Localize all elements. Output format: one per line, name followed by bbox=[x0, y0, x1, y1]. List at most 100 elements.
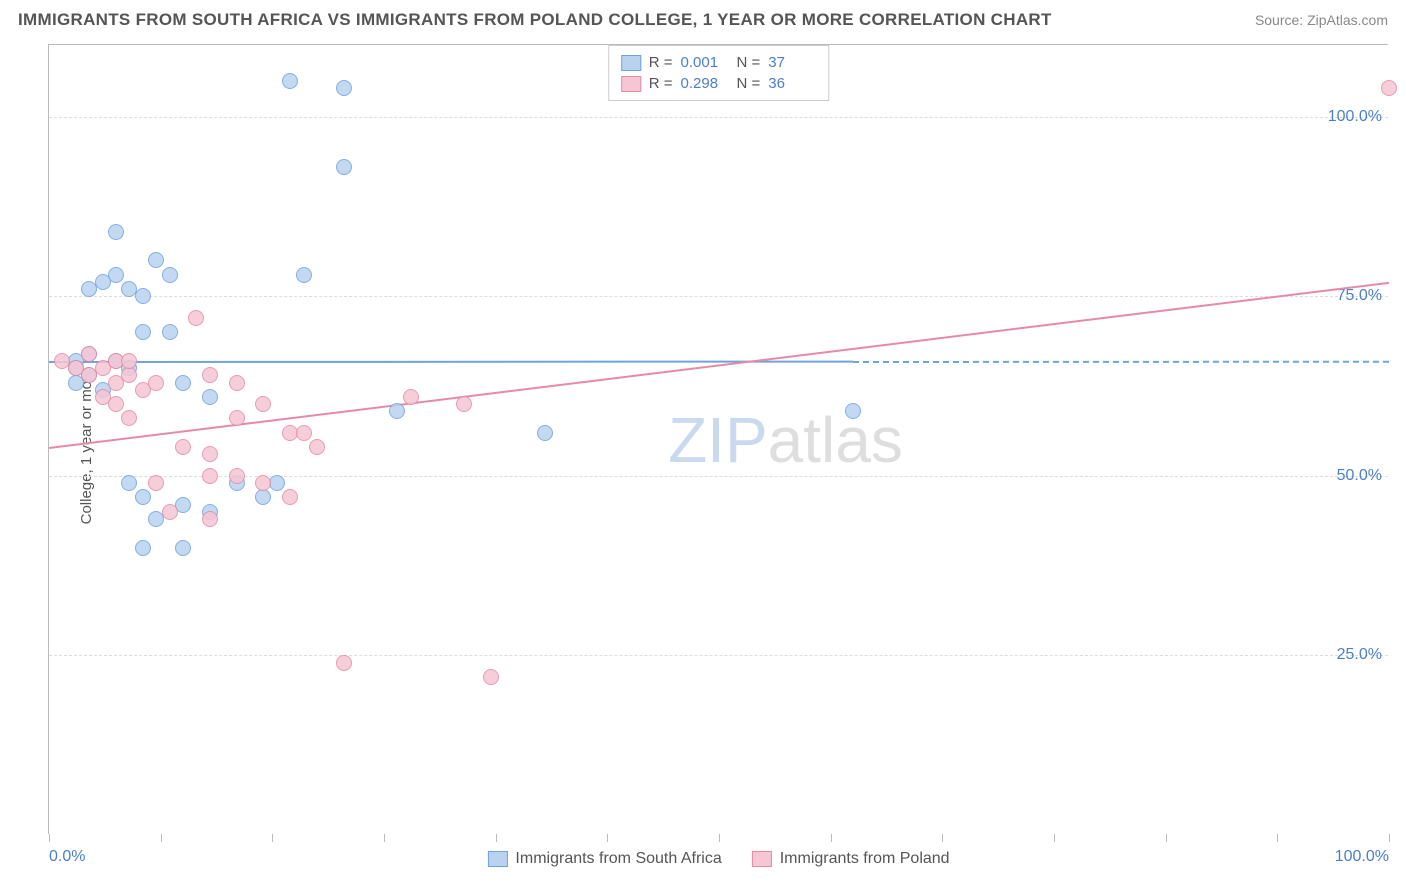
data-point bbox=[336, 80, 352, 96]
data-point bbox=[121, 475, 137, 491]
data-point bbox=[135, 324, 151, 340]
x-tick bbox=[161, 834, 162, 842]
data-point bbox=[175, 540, 191, 556]
r-value-a: 0.001 bbox=[681, 54, 729, 71]
gridline bbox=[49, 476, 1388, 477]
data-point bbox=[229, 375, 245, 391]
data-point bbox=[162, 267, 178, 283]
data-point bbox=[175, 375, 191, 391]
gridline bbox=[49, 117, 1388, 118]
x-tick bbox=[719, 834, 720, 842]
legend-label-b: Immigrants from Poland bbox=[780, 850, 950, 868]
data-point bbox=[336, 655, 352, 671]
legend-row-series-b: R = 0.298 N = 36 bbox=[621, 73, 817, 94]
data-point bbox=[135, 540, 151, 556]
data-point bbox=[148, 475, 164, 491]
x-tick bbox=[1277, 834, 1278, 842]
legend-swatch-a2 bbox=[487, 851, 507, 867]
r-value-b: 0.298 bbox=[681, 75, 729, 92]
x-tick bbox=[496, 834, 497, 842]
x-tick bbox=[607, 834, 608, 842]
regression-line bbox=[49, 282, 1389, 449]
data-point bbox=[135, 288, 151, 304]
data-point bbox=[202, 511, 218, 527]
x-tick bbox=[942, 834, 943, 842]
n-prefix: N = bbox=[737, 54, 761, 71]
data-point bbox=[81, 346, 97, 362]
legend-row-series-a: R = 0.001 N = 37 bbox=[621, 52, 817, 73]
gridline bbox=[49, 655, 1388, 656]
r-prefix: R = bbox=[649, 75, 673, 92]
y-tick-label: 100.0% bbox=[1328, 108, 1382, 126]
data-point bbox=[282, 73, 298, 89]
n-value-b: 36 bbox=[768, 75, 816, 92]
data-point bbox=[282, 489, 298, 505]
legend-item-b: Immigrants from Poland bbox=[752, 850, 950, 868]
correlation-legend: R = 0.001 N = 37 R = 0.298 N = 36 bbox=[608, 45, 830, 101]
y-tick-label: 50.0% bbox=[1337, 467, 1382, 485]
y-tick-label: 75.0% bbox=[1337, 287, 1382, 305]
legend-swatch-b bbox=[621, 76, 641, 92]
data-point bbox=[175, 439, 191, 455]
legend-swatch-b2 bbox=[752, 851, 772, 867]
data-point bbox=[162, 504, 178, 520]
x-tick bbox=[384, 834, 385, 842]
data-point bbox=[229, 410, 245, 426]
data-point bbox=[202, 446, 218, 462]
data-point bbox=[148, 375, 164, 391]
data-point bbox=[202, 468, 218, 484]
data-point bbox=[121, 410, 137, 426]
data-point bbox=[121, 353, 137, 369]
x-tick bbox=[1166, 834, 1167, 842]
x-tick-label: 0.0% bbox=[49, 848, 85, 866]
x-tick bbox=[831, 834, 832, 842]
r-prefix: R = bbox=[649, 54, 673, 71]
y-tick-label: 25.0% bbox=[1337, 646, 1382, 664]
legend-label-a: Immigrants from South Africa bbox=[515, 850, 721, 868]
data-point bbox=[255, 396, 271, 412]
legend-swatch-a bbox=[621, 55, 641, 71]
watermark-atlas: atlas bbox=[768, 404, 903, 476]
series-legend: Immigrants from South Africa Immigrants … bbox=[487, 850, 949, 868]
data-point bbox=[403, 389, 419, 405]
data-point bbox=[456, 396, 472, 412]
data-point bbox=[309, 439, 325, 455]
data-point bbox=[296, 267, 312, 283]
data-point bbox=[1381, 80, 1397, 96]
data-point bbox=[95, 274, 111, 290]
chart-source: Source: ZipAtlas.com bbox=[1255, 12, 1388, 28]
chart-header: IMMIGRANTS FROM SOUTH AFRICA VS IMMIGRAN… bbox=[0, 0, 1406, 36]
data-point bbox=[188, 310, 204, 326]
chart-title: IMMIGRANTS FROM SOUTH AFRICA VS IMMIGRAN… bbox=[18, 10, 1052, 30]
legend-item-a: Immigrants from South Africa bbox=[487, 850, 721, 868]
data-point bbox=[255, 489, 271, 505]
data-point bbox=[845, 403, 861, 419]
n-prefix: N = bbox=[737, 75, 761, 92]
x-tick bbox=[1054, 834, 1055, 842]
x-tick bbox=[272, 834, 273, 842]
gridline bbox=[49, 296, 1388, 297]
data-point bbox=[255, 475, 271, 491]
regression-line-dashed bbox=[853, 360, 1389, 362]
watermark-zip: ZIP bbox=[668, 404, 768, 476]
data-point bbox=[389, 403, 405, 419]
zipatlas-watermark: ZIPatlas bbox=[668, 403, 903, 477]
data-point bbox=[148, 252, 164, 268]
x-tick bbox=[49, 834, 50, 842]
scatter-plot-area: ZIPatlas R = 0.001 N = 37 R = 0.298 N = … bbox=[48, 44, 1388, 834]
data-point bbox=[202, 389, 218, 405]
data-point bbox=[121, 367, 137, 383]
data-point bbox=[202, 367, 218, 383]
x-tick-label: 100.0% bbox=[1335, 848, 1389, 866]
data-point bbox=[336, 159, 352, 175]
data-point bbox=[537, 425, 553, 441]
data-point bbox=[135, 489, 151, 505]
n-value-a: 37 bbox=[768, 54, 816, 71]
data-point bbox=[108, 224, 124, 240]
data-point bbox=[229, 468, 245, 484]
data-point bbox=[162, 324, 178, 340]
data-point bbox=[296, 425, 312, 441]
data-point bbox=[483, 669, 499, 685]
x-tick bbox=[1389, 834, 1390, 842]
data-point bbox=[108, 396, 124, 412]
